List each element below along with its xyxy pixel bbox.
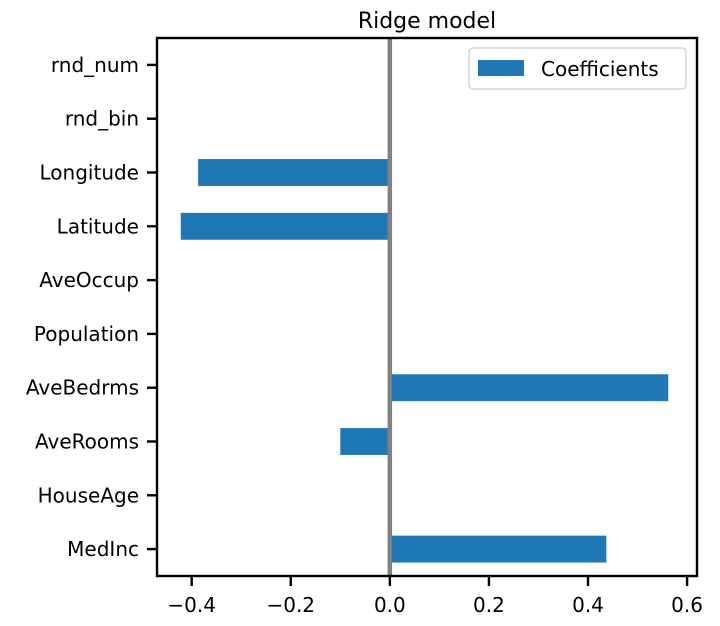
bars-layer	[180, 38, 669, 576]
xtick-label: −0.4	[167, 593, 216, 617]
ytick-label: Longitude	[40, 161, 139, 185]
ytick-label: HouseAge	[38, 483, 139, 507]
xtick-label: 0.4	[572, 593, 604, 617]
bar-latitude	[180, 212, 390, 240]
ytick-label: Population	[34, 322, 139, 346]
bar-averooms	[340, 428, 390, 455]
legend-label: Coefficients	[541, 57, 659, 81]
xtick-label: 0.0	[374, 593, 406, 617]
ytick-label: AveBedrms	[26, 376, 139, 400]
ytick-label: MedInc	[67, 537, 139, 561]
ytick-label: AveOccup	[39, 268, 139, 292]
ytick-label: rnd_num	[51, 53, 139, 77]
bar-longitude	[198, 159, 390, 186]
legend-box	[468, 47, 687, 90]
ytick-label: AveRooms	[35, 430, 139, 454]
xtick-label: −0.2	[266, 593, 315, 617]
chart-title: Ridge model	[358, 9, 496, 34]
ytick-label: Latitude	[57, 214, 139, 238]
legend-swatch	[478, 60, 524, 76]
bar-avebedrms	[389, 374, 669, 402]
bar-medinc	[389, 535, 607, 563]
xtick-label: 0.2	[473, 593, 505, 617]
legend: Coefficients	[468, 47, 687, 90]
plot-frame	[155, 36, 699, 578]
xtick-label: 0.6	[671, 593, 703, 617]
ticks-layer: MedInc HouseAge AveRooms AveBedrms Populatio…	[26, 53, 703, 617]
ytick-label: rnd_bin	[65, 107, 139, 131]
